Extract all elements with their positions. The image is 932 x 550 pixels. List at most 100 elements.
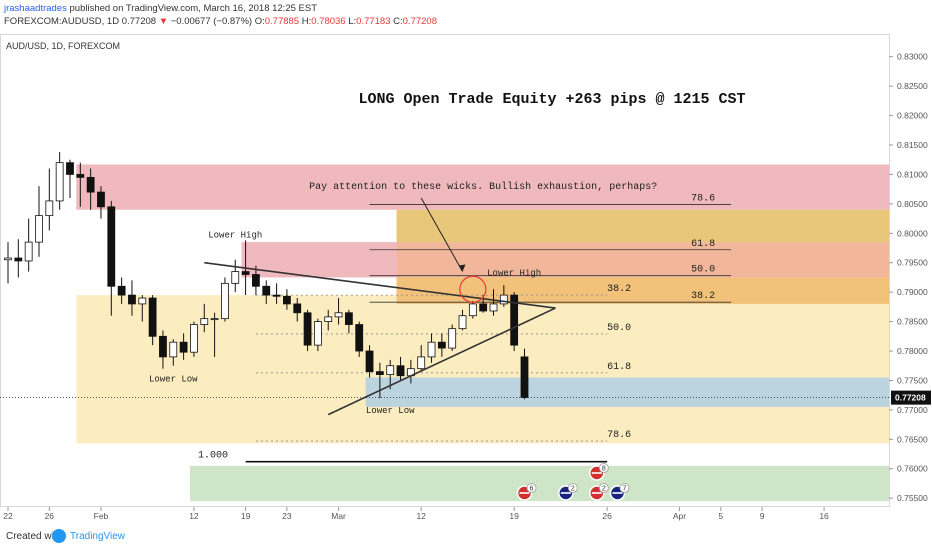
candle-body-44 bbox=[458, 315, 467, 330]
flag-stripe-4 bbox=[612, 492, 623, 494]
candle-body-42 bbox=[437, 341, 446, 349]
yellow-zone-large bbox=[76, 295, 889, 444]
author-link[interactable]: jrashaadtrades bbox=[4, 3, 67, 14]
fib-lower-label-2: 61.8 bbox=[607, 362, 631, 373]
x-tick-label-6: Mar bbox=[331, 511, 346, 521]
event-count-bubble-0 bbox=[526, 483, 537, 493]
event-count-bubble-4 bbox=[619, 483, 630, 493]
x-tick-label-12: 9 bbox=[760, 511, 765, 521]
event-count-3: 2 bbox=[602, 486, 606, 493]
y-tick-label-15: 0.75500 bbox=[897, 493, 928, 503]
upper-trendline bbox=[204, 261, 556, 309]
event-count-bubble-2 bbox=[567, 483, 578, 493]
candle-body-25 bbox=[262, 285, 271, 296]
tradingview-logo-icon[interactable] bbox=[52, 529, 66, 543]
ohlc-l-value: 0.77183 bbox=[356, 16, 391, 27]
candle-body-0 bbox=[4, 257, 12, 261]
candle-body-27 bbox=[283, 295, 291, 305]
candle-body-19 bbox=[200, 318, 209, 325]
red-zone-upper bbox=[76, 164, 889, 210]
blue-zone bbox=[365, 377, 889, 407]
candle-body-35 bbox=[365, 350, 374, 373]
y-tick-label-6: 0.80000 bbox=[897, 228, 928, 238]
chart-area[interactable]: 78.6 61.8 50.0 38.2 38.2 50.0 61.8 78.6 1.000 Pa… bbox=[0, 30, 932, 522]
candle-body-16 bbox=[169, 341, 178, 358]
label-lower-high-1: Lower High bbox=[208, 230, 262, 240]
event-count-bubble-3 bbox=[598, 483, 609, 493]
candle-body-24 bbox=[252, 274, 260, 287]
last-price-label: 0.77208 bbox=[895, 393, 926, 403]
candle-body-3 bbox=[35, 215, 43, 243]
candle-body-31 bbox=[324, 316, 333, 322]
fib-lower-label-3: 78.6 bbox=[607, 430, 631, 441]
x-tick-label-8: 19 bbox=[509, 511, 519, 521]
label-lower-low-2: Lower Low bbox=[366, 406, 415, 416]
y-tick-label-13: 0.76500 bbox=[897, 434, 928, 444]
candle-body-13 bbox=[138, 297, 147, 305]
candle-body-48 bbox=[499, 294, 508, 305]
candle-body-43 bbox=[448, 328, 457, 349]
y-tick-label-0: 0.83000 bbox=[897, 52, 928, 62]
candle-body-17 bbox=[179, 341, 188, 353]
candle-body-23 bbox=[241, 271, 250, 275]
y-tick-label-1: 0.82500 bbox=[897, 81, 928, 91]
event-count-4: 7 bbox=[623, 486, 627, 493]
note-wicks: Pay attention to these wicks. Bullish ex… bbox=[309, 181, 657, 193]
ohlc-o-value: 0.77885 bbox=[264, 16, 300, 27]
publish-text: published on TradingView.com, March 16, … bbox=[66, 3, 318, 14]
x-tick-label-7: 12 bbox=[416, 511, 426, 521]
flag-stripe-1 bbox=[591, 472, 602, 474]
x-tick-label-3: 12 bbox=[189, 511, 199, 521]
note-arrow-head bbox=[458, 264, 466, 272]
candle-body-10 bbox=[107, 206, 116, 287]
candle-body-12 bbox=[128, 294, 136, 305]
candle-body-41 bbox=[427, 341, 436, 358]
candle-body-28 bbox=[293, 303, 302, 314]
y-tick-label-14: 0.76000 bbox=[897, 464, 928, 474]
candle-body-6 bbox=[66, 162, 74, 175]
x-tick-label-13: 16 bbox=[819, 511, 829, 521]
event-count-bubble-1 bbox=[598, 463, 609, 473]
label-lower-low-1: Lower Low bbox=[149, 375, 198, 385]
candle-body-5 bbox=[55, 162, 64, 202]
candle-body-4 bbox=[45, 200, 54, 217]
symbol-text: FOREXCOM:AUDUSD, 1D 0.77208 bbox=[4, 16, 157, 27]
candle-body-46 bbox=[479, 303, 488, 312]
x-tick-label-4: 19 bbox=[241, 511, 251, 521]
tradingview-link[interactable]: TradingView bbox=[70, 531, 126, 542]
change-down-arrow-icon: ▼ bbox=[158, 16, 169, 27]
label-lower-high-2: Lower High bbox=[487, 269, 541, 279]
fib-upper-label-1: 61.8 bbox=[691, 239, 715, 250]
y-tick-label-10: 0.78000 bbox=[897, 346, 928, 356]
publish-line: jrashaadtrades published on TradingView.… bbox=[4, 3, 317, 14]
chart-legend: AUD/USD, 1D, FOREXCOM bbox=[6, 41, 120, 51]
candle-body-47 bbox=[489, 303, 498, 312]
orange-zone bbox=[396, 277, 889, 304]
candle-body-7 bbox=[76, 174, 85, 178]
ohlc-o-key: O: bbox=[254, 16, 265, 27]
x-tick-label-10: Apr bbox=[673, 511, 686, 521]
x-tick-label-5: 23 bbox=[282, 511, 292, 521]
gold-zone bbox=[396, 209, 889, 243]
green-zone bbox=[189, 465, 889, 502]
last-price-badge bbox=[891, 390, 931, 405]
candle-body-2 bbox=[24, 241, 33, 262]
chart-title: LONG Open Trade Equity +263 pips @ 1215 … bbox=[358, 91, 745, 108]
candle-body-21 bbox=[221, 282, 229, 320]
ohlc-h-key: H: bbox=[301, 16, 312, 27]
change-text: −0.00677 (−0.87%) bbox=[170, 16, 253, 27]
fib-upper-label-2: 50.0 bbox=[691, 265, 715, 276]
red-zone-lower-high bbox=[241, 242, 401, 278]
flag-stripe-0 bbox=[519, 492, 530, 494]
price-chart[interactable]: 78.6 61.8 50.0 38.2 38.2 50.0 61.8 78.6 1.000 Pa… bbox=[0, 30, 932, 522]
candle-body-29 bbox=[303, 312, 312, 346]
footer: Created with TradingView bbox=[0, 526, 932, 550]
ohlc-h-value: 0.78036 bbox=[311, 16, 346, 27]
y-tick-label-5: 0.80500 bbox=[897, 199, 928, 209]
event-count-2: 2 bbox=[571, 486, 575, 493]
candle-body-40 bbox=[417, 356, 426, 370]
y-tick-label-8: 0.79000 bbox=[897, 287, 928, 297]
candle-body-20 bbox=[210, 318, 219, 321]
y-tick-label-3: 0.81500 bbox=[897, 140, 928, 150]
y-tick-label-4: 0.81000 bbox=[897, 169, 928, 179]
